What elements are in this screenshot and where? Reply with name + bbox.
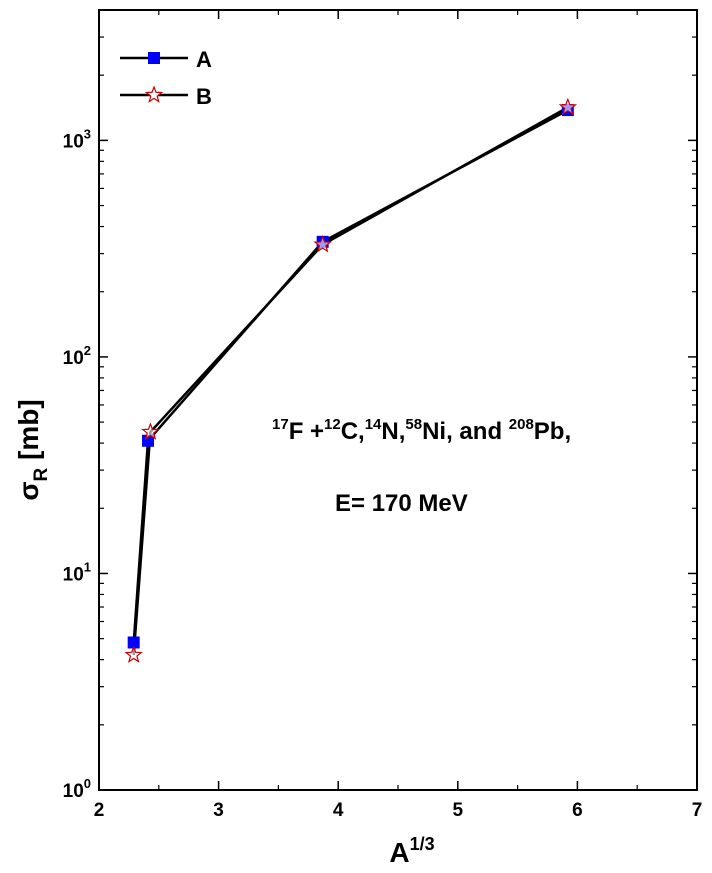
marker-b [558,97,578,116]
legend: A B [120,47,212,109]
marker-b [313,234,332,253]
marker-a [142,434,155,447]
marker-b [124,645,143,663]
x-tick-label: 7 [692,800,703,821]
series-line-b [132,106,569,656]
y-tick-label: 100 [63,776,91,802]
x-axis-label: A1/3 [389,834,434,868]
legend-label-b: B [196,84,212,109]
y-tick-label: 101 [63,559,91,585]
x-tick-label: 5 [453,800,464,821]
x-tick-label: 4 [333,800,344,821]
legend-label-a: A [196,47,212,72]
y-tick-label: 103 [63,126,91,152]
x-tick-label: 2 [94,800,105,821]
x-tick-label: 3 [213,800,224,821]
legend-marker-b [144,85,164,103]
y-axis-label: σR [mb] [13,399,52,500]
marker-b [141,422,160,440]
y-tick-label: 102 [63,343,91,369]
x-tick-label: 6 [572,800,583,821]
reaction-annotation: 17F +12C,14N,58Ni, and 208Pb, [272,416,571,445]
energy-annotation: E= 170 MeV [335,490,468,517]
marker-a [127,636,140,649]
legend-marker-a [148,52,160,64]
